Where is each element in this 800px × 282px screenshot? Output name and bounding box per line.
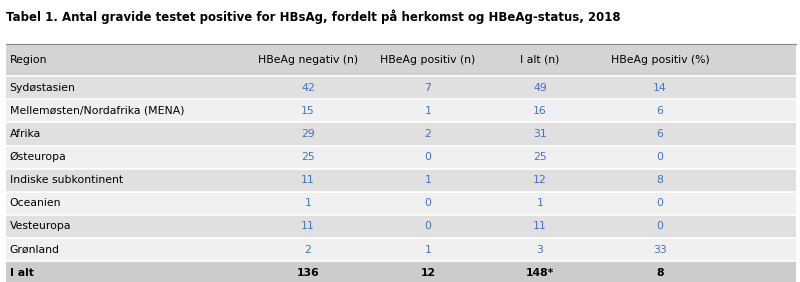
- Bar: [6, 169, 796, 192]
- Text: 8: 8: [656, 268, 664, 278]
- Text: 0: 0: [657, 221, 663, 232]
- Text: Grønland: Grønland: [10, 244, 59, 255]
- Text: 14: 14: [653, 83, 667, 93]
- Text: 1: 1: [305, 198, 311, 208]
- Text: 148*: 148*: [526, 268, 554, 278]
- Text: 11: 11: [533, 221, 547, 232]
- Text: 33: 33: [653, 244, 667, 255]
- Text: Vesteuropa: Vesteuropa: [10, 221, 71, 232]
- Bar: [6, 44, 796, 76]
- Text: 16: 16: [533, 106, 547, 116]
- Text: 8: 8: [657, 175, 663, 185]
- Bar: [6, 76, 796, 99]
- Text: 42: 42: [301, 83, 315, 93]
- Text: Indiske subkontinent: Indiske subkontinent: [10, 175, 122, 185]
- Text: 0: 0: [425, 221, 431, 232]
- Text: I alt (n): I alt (n): [520, 55, 560, 65]
- Bar: [6, 238, 796, 261]
- Text: 0: 0: [425, 198, 431, 208]
- Text: Sydøstasien: Sydøstasien: [10, 83, 75, 93]
- Text: Region: Region: [10, 55, 47, 65]
- Text: 12: 12: [533, 175, 547, 185]
- Text: HBeAg positiv (%): HBeAg positiv (%): [610, 55, 710, 65]
- Bar: [6, 99, 796, 122]
- Text: HBeAg negativ (n): HBeAg negativ (n): [258, 55, 358, 65]
- Text: 11: 11: [301, 175, 315, 185]
- Text: 6: 6: [657, 106, 663, 116]
- Text: 0: 0: [657, 152, 663, 162]
- Text: 0: 0: [425, 152, 431, 162]
- Bar: [6, 122, 796, 146]
- Text: 7: 7: [425, 83, 431, 93]
- Text: 49: 49: [533, 83, 547, 93]
- Text: 0: 0: [657, 198, 663, 208]
- Text: 2: 2: [425, 129, 431, 139]
- Text: 29: 29: [301, 129, 315, 139]
- Bar: [6, 146, 796, 169]
- Text: 1: 1: [425, 175, 431, 185]
- Text: 1: 1: [425, 244, 431, 255]
- Bar: [6, 215, 796, 238]
- Text: 1: 1: [537, 198, 543, 208]
- Text: 6: 6: [657, 129, 663, 139]
- Text: HBeAg positiv (n): HBeAg positiv (n): [380, 55, 476, 65]
- Text: Tabel 1. Antal gravide testet positive for HBsAg, fordelt på herkomst og HBeAg-s: Tabel 1. Antal gravide testet positive f…: [6, 10, 621, 25]
- Bar: [6, 261, 796, 282]
- Text: I alt: I alt: [10, 268, 34, 278]
- Text: Østeuropa: Østeuropa: [10, 152, 66, 162]
- Text: 3: 3: [537, 244, 543, 255]
- Bar: [6, 192, 796, 215]
- Text: 31: 31: [533, 129, 547, 139]
- Text: 11: 11: [301, 221, 315, 232]
- Text: Mellemøsten/Nordafrika (MENA): Mellemøsten/Nordafrika (MENA): [10, 106, 184, 116]
- Text: 25: 25: [533, 152, 547, 162]
- Text: Oceanien: Oceanien: [10, 198, 61, 208]
- Text: 12: 12: [421, 268, 435, 278]
- Text: 1: 1: [425, 106, 431, 116]
- Text: 15: 15: [301, 106, 315, 116]
- Text: Afrika: Afrika: [10, 129, 41, 139]
- Text: 2: 2: [305, 244, 311, 255]
- Text: 136: 136: [297, 268, 319, 278]
- Text: 25: 25: [301, 152, 315, 162]
